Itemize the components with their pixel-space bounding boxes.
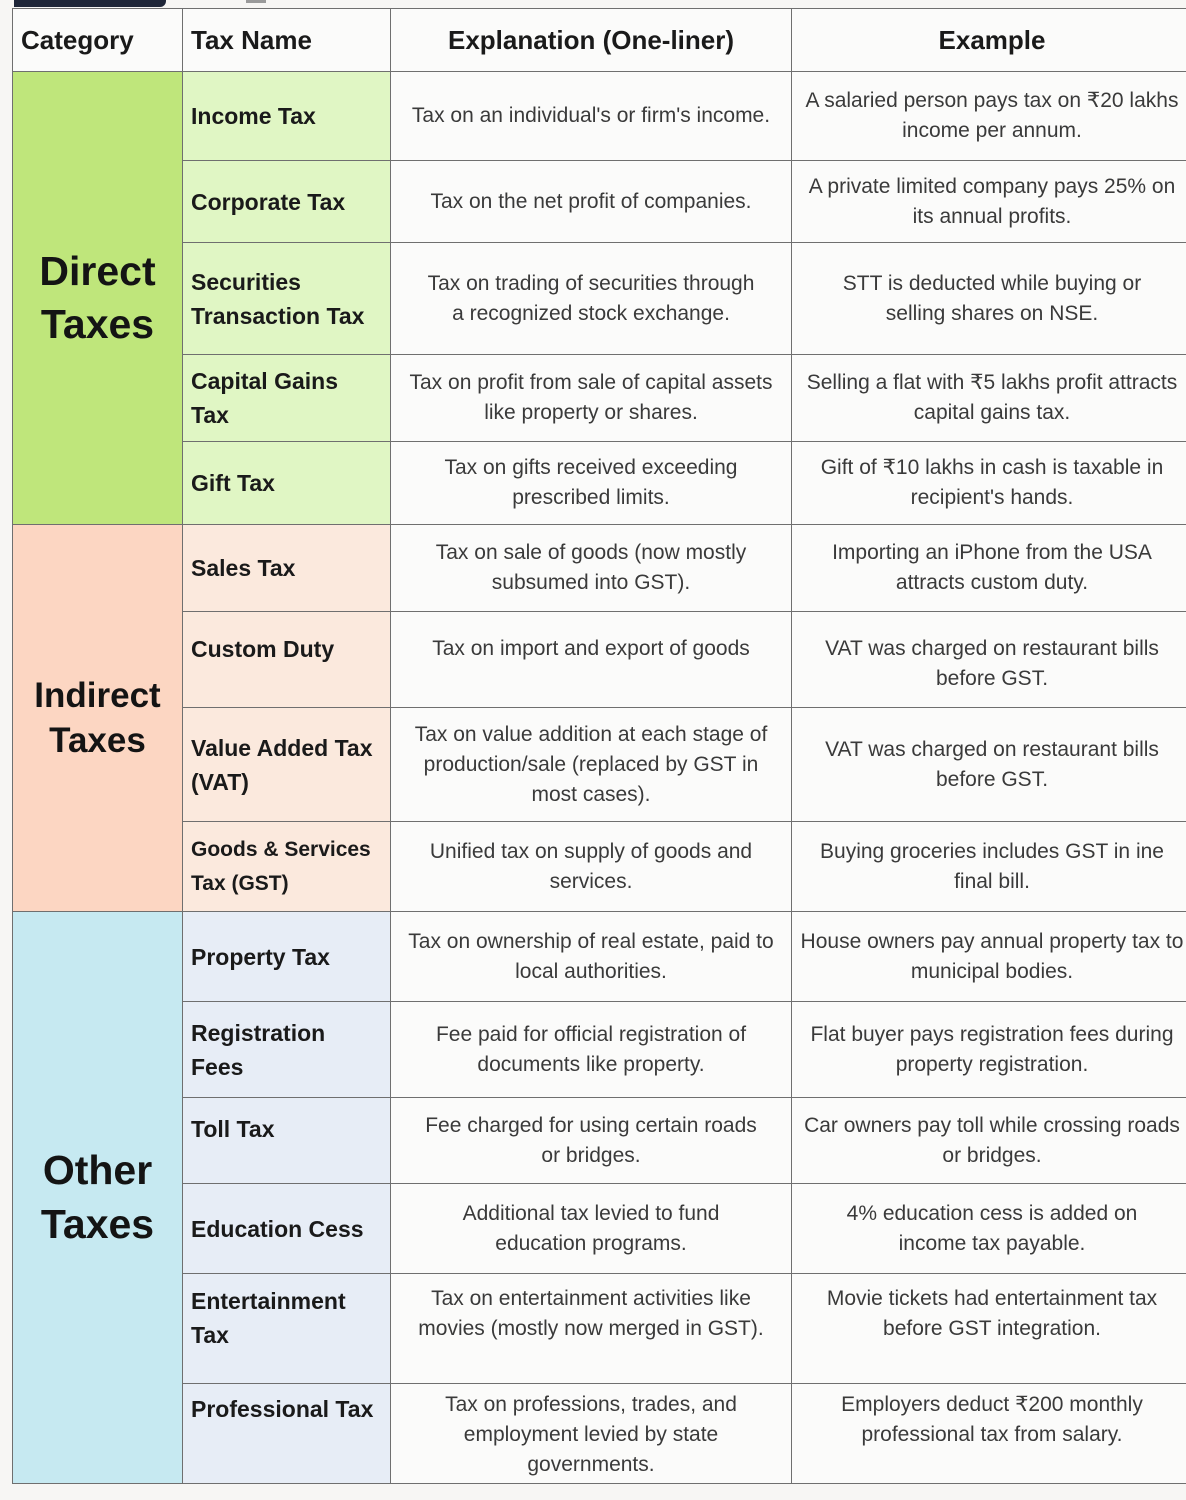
table-row: Value Added Tax (VAT) Tax on value addit… <box>13 707 1186 822</box>
table-row: Gift Tax Tax on gifts received exceeding… <box>13 441 1186 525</box>
cropped-decoration <box>246 0 266 3</box>
example-cell: Importing an iPhone from the USA attract… <box>791 524 1186 612</box>
header-tax-name: Tax Name <box>182 8 391 72</box>
category-label-line1: Other <box>42 1147 153 1194</box>
table-row: Professional Tax Tax on professions, tra… <box>13 1383 1186 1484</box>
cropped-photo-edge <box>14 0 166 7</box>
table-row: Toll Tax Fee charged for using certain r… <box>13 1097 1186 1184</box>
tax-name-cell: Toll Tax <box>182 1097 391 1184</box>
tax-name-cell: Securities Transaction Tax <box>182 242 391 355</box>
example-cell: Employers deduct ₹200 monthly profession… <box>791 1383 1186 1484</box>
explanation-cell: Tax on value addition at each stage of p… <box>390 707 792 822</box>
example-cell: Movie tickets had entertainment tax befo… <box>791 1273 1186 1384</box>
example-cell: Flat buyer pays registration fees during… <box>791 1001 1186 1098</box>
explanation-cell: Fee charged for using certain roads or b… <box>390 1097 792 1184</box>
explanation-cell: Tax on sale of goods (now mostly subsume… <box>390 524 792 612</box>
header-explanation: Explanation (One-liner) <box>390 8 792 72</box>
tax-name-cell: Entertainment Tax <box>182 1273 391 1384</box>
table-row: Capital Gains Tax Tax on profit from sal… <box>13 354 1186 442</box>
tax-name-cell: Custom Duty <box>182 611 391 708</box>
table-row: Indirect Taxes Sales Tax Tax on sale of … <box>12 524 1186 912</box>
example-cell: A salaried person pays tax on ₹20 lakhs … <box>791 71 1186 161</box>
explanation-cell: Additional tax levied to fund education … <box>390 1183 792 1274</box>
table-row: Securities Transaction Tax Tax on tradin… <box>13 242 1186 355</box>
example-cell: A private limited company pays 25% on it… <box>791 160 1186 243</box>
category-label-line1: Direct <box>39 247 156 294</box>
tax-name-cell: Professional Tax <box>182 1383 391 1484</box>
table-row: Entertainment Tax Tax on entertainment a… <box>13 1273 1186 1384</box>
explanation-cell: Tax on professions, trades, and employme… <box>390 1383 792 1484</box>
tax-name-cell: Income Tax <box>182 71 391 161</box>
example-cell: Buying groceries includes GST in ine fin… <box>791 821 1186 912</box>
explanation-cell: Unified tax on supply of goods and servi… <box>390 821 792 912</box>
explanation-cell: Tax on ownership of real estate, paid to… <box>390 911 792 1002</box>
tax-name-cell: Capital Gains Tax <box>182 354 391 442</box>
table-row: Registration Fees Fee paid for official … <box>13 1001 1186 1098</box>
tax-name-cell: Corporate Tax <box>182 160 391 243</box>
tax-name-cell: Goods & Services Tax (GST) <box>182 821 391 912</box>
category-label-line2: Taxes <box>49 721 146 760</box>
tax-name-cell: Sales Tax <box>182 524 391 612</box>
example-cell: House owners pay annual property tax to … <box>791 911 1186 1002</box>
tax-name-cell: Registration Fees <box>182 1001 391 1098</box>
explanation-cell: Tax on profit from sale of capital asset… <box>390 354 792 442</box>
header-example: Example <box>791 8 1186 72</box>
table-row: Education Cess Additional tax levied to … <box>13 1183 1186 1274</box>
category-other-taxes: Other Taxes <box>12 911 183 1484</box>
explanation-cell: Fee paid for official registration of do… <box>390 1001 792 1098</box>
table-row: Custom Duty Tax on import and export of … <box>13 611 1186 708</box>
category-indirect-taxes: Indirect Taxes <box>12 524 183 912</box>
category-label-line1: Indirect <box>34 675 161 715</box>
category-label-line2: Taxes <box>40 301 155 347</box>
example-cell: Gift of ₹10 lakhs in cash is taxable in … <box>791 441 1186 525</box>
explanation-cell: Tax on the net profit of companies. <box>390 160 792 243</box>
table-row: Other Taxes Property Tax Tax on ownershi… <box>12 911 1186 1484</box>
tax-name-cell: Value Added Tax (VAT) <box>182 707 391 822</box>
table-row: Goods & Services Tax (GST) Unified tax o… <box>13 821 1186 912</box>
tax-table: Category Tax Name Explanation (One-liner… <box>12 8 1186 1484</box>
header-row: Category Tax Name Explanation (One-liner… <box>12 8 1186 72</box>
example-cell: VAT was charged on restaurant bills befo… <box>791 707 1186 822</box>
example-cell: STT is deducted while buying or selling … <box>791 242 1186 355</box>
example-cell: 4% education cess is added on income tax… <box>791 1183 1186 1274</box>
example-cell: VAT was charged on restaurant bills befo… <box>791 611 1186 708</box>
explanation-cell: Tax on an individual's or firm's income. <box>390 71 792 161</box>
explanation-cell: Tax on entertainment activities like mov… <box>390 1273 792 1384</box>
tax-name-cell: Gift Tax <box>182 441 391 525</box>
explanation-cell: Tax on import and export of goods <box>390 611 792 708</box>
table-row: Direct Taxes Income Tax Tax on an indivi… <box>12 71 1186 525</box>
tax-name-cell: Education Cess <box>182 1183 391 1274</box>
table-row: Corporate Tax Tax on the net profit of c… <box>13 160 1186 243</box>
explanation-cell: Tax on trading of securities through a r… <box>390 242 792 355</box>
example-cell: Selling a flat with ₹5 lakhs profit attr… <box>791 354 1186 442</box>
category-label-line2: Taxes <box>40 1200 155 1247</box>
example-cell: Car owners pay toll while crossing roads… <box>791 1097 1186 1184</box>
category-direct-taxes: Direct Taxes <box>12 71 183 525</box>
explanation-cell: Tax on gifts received exceeding prescrib… <box>390 441 792 525</box>
tax-name-cell: Property Tax <box>182 911 391 1002</box>
header-category: Category <box>12 8 183 72</box>
